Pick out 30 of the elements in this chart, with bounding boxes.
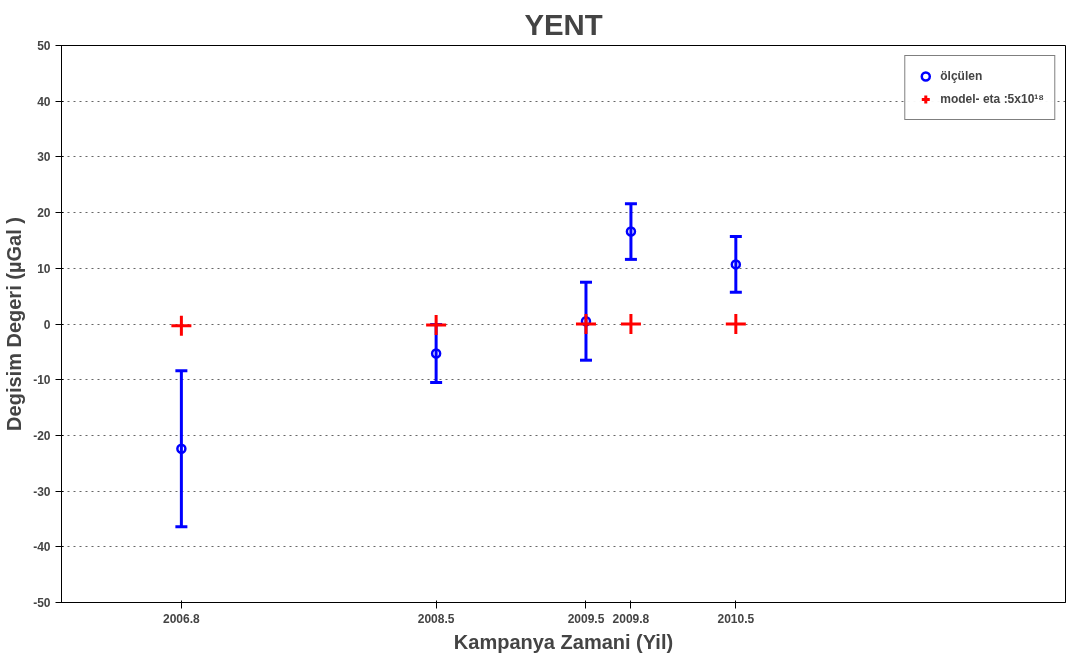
legend-label: ölçülen: [940, 69, 983, 83]
x-tick-label: 2008.5: [417, 611, 455, 626]
point: [619, 312, 643, 336]
point: [625, 226, 637, 237]
x-axis-title: Kampanya Zamani (Yil): [453, 630, 674, 653]
y-tick-label: 20: [37, 206, 51, 221]
y-tick-label: 40: [37, 94, 51, 109]
y-tick-label: 0: [43, 317, 51, 332]
y-tick-label: 10: [37, 261, 51, 276]
y-tick-label: 50: [37, 39, 51, 53]
point: [730, 259, 742, 270]
x-tick-label: 2010.5: [717, 611, 755, 626]
x-tick-label: 2009.8: [612, 611, 650, 626]
point: [724, 312, 748, 336]
x-tick-label: 2006.8: [163, 611, 201, 626]
y-tick-label: -40: [33, 540, 51, 555]
point: [176, 443, 187, 455]
point: [574, 312, 598, 336]
point: [430, 348, 442, 359]
y-tick-label: -10: [33, 373, 51, 388]
y-tick-label: 30: [37, 150, 51, 165]
y-tick-label: -30: [33, 484, 51, 499]
legend-label: model- eta :5x10¹⁸: [940, 92, 1044, 106]
chart-title: YENT: [524, 7, 603, 41]
point: [169, 314, 193, 338]
x-tick-label: 2009.5: [567, 611, 605, 626]
y-axis-title: Degisim Degeri (µGal ): [3, 217, 26, 431]
y-tick-label: -50: [33, 596, 51, 610]
y-tick-label: -20: [33, 428, 51, 443]
point: [424, 313, 448, 337]
